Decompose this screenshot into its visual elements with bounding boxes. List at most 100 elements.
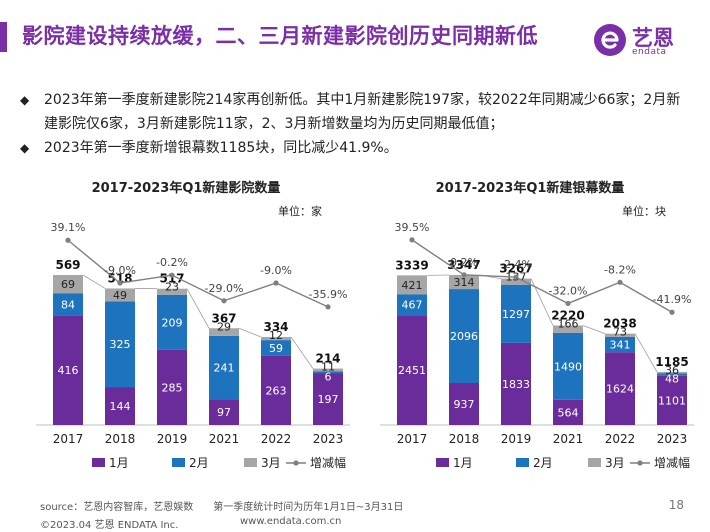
bar-segment-3月 — [605, 333, 635, 337]
bar-segment-2月 — [53, 293, 83, 316]
logo-text: 艺恩 — [632, 26, 674, 50]
chart-title: 2017-2023年Q1新建银幕数量 — [436, 180, 625, 196]
bar-total-label: 3267 — [499, 262, 532, 276]
bar-total-label: 334 — [263, 320, 288, 334]
growth-point — [65, 237, 71, 243]
growth-label: -32.0% — [549, 284, 588, 297]
legend-label: 1月 — [109, 456, 129, 470]
bar-value-label: 2096 — [450, 330, 478, 343]
bar-segment-2月 — [397, 294, 427, 316]
bar-segment-2月 — [209, 335, 239, 400]
bar-segment-1月 — [105, 387, 135, 425]
growth-line — [67, 239, 329, 308]
growth-label: -9.0% — [260, 264, 292, 277]
bar-value-label: 48 — [665, 373, 679, 386]
legend-label: 增减幅 — [310, 455, 346, 470]
summary-bullets: ◆ 2023年第一季度新建影院214家再创新低。其中1月新建影院197家，较20… — [20, 88, 690, 160]
bar-total-label: 2220 — [551, 309, 584, 323]
bar-segment-2月 — [501, 284, 531, 343]
x-tick-label: 2018 — [449, 432, 480, 446]
endata-logo: 艺恩 endata — [592, 22, 692, 58]
bar-value-label: 12 — [269, 329, 283, 342]
growth-point — [565, 300, 571, 307]
bullet-text: 2023年第一季度新建影院214家再创新低。其中1月新建影院197家，较2022… — [44, 92, 681, 132]
growth-point — [325, 304, 331, 310]
legend-swatch — [172, 458, 185, 467]
bar-value-label: 6 — [325, 370, 332, 383]
bar-segment-3月 — [449, 275, 479, 290]
bar-segment-3月 — [657, 371, 687, 374]
bar-value-label: 1833 — [502, 378, 530, 391]
bar-value-label: 341 — [610, 339, 631, 352]
x-tick-label: 2019 — [501, 432, 532, 446]
bar-value-label: 285 — [162, 381, 183, 394]
bar-segment-3月 — [209, 328, 239, 336]
growth-point — [617, 279, 623, 285]
bar-value-label: 564 — [558, 406, 579, 419]
growth-point — [669, 309, 675, 315]
legend-swatch — [244, 458, 257, 467]
legend-label: 2月 — [533, 456, 553, 470]
chart-title: 2017-2023年Q1新建影院数量 — [92, 180, 281, 196]
bar-segment-2月 — [657, 373, 687, 376]
bar-segment-2月 — [157, 294, 187, 350]
growth-point — [409, 237, 415, 243]
bar-value-label: 263 — [266, 384, 287, 397]
bar-segment-1月 — [209, 399, 239, 425]
bar-segment-3月 — [501, 278, 531, 285]
bar-segment-3月 — [261, 336, 291, 341]
growth-label: -8.2% — [604, 263, 636, 276]
legend-line-marker — [293, 460, 299, 466]
growth-label: -35.9% — [309, 288, 348, 301]
growth-label: -0.2% — [156, 256, 188, 269]
x-tick-label: 2017 — [397, 432, 428, 446]
bar-segment-1月 — [313, 373, 343, 425]
legend-label: 增减幅 — [654, 455, 690, 470]
bar-value-label: 325 — [110, 338, 131, 351]
bar-value-label: 166 — [558, 318, 579, 331]
bullet-item: ◆ 2023年第一季度新建影院214家再创新低。其中1月新建影院197家，较20… — [20, 88, 690, 136]
bar-segment-2月 — [605, 336, 635, 353]
cinema-chart: 2017-2023年Q1新建影院数量 单位：家 416 84 69 569 2017 144 3… — [22, 175, 350, 475]
chart-unit-label: 单位：块 — [622, 204, 666, 218]
bar-segment-1月 — [553, 399, 583, 425]
bar-segment-3月 — [553, 325, 583, 333]
bar-total-label: 569 — [55, 258, 80, 272]
growth-point — [117, 280, 123, 286]
legend-swatch — [92, 458, 105, 467]
bar-value-label: 1490 — [554, 360, 582, 373]
bar-value-label: 29 — [217, 320, 231, 333]
bar-value-label: 144 — [110, 400, 131, 413]
bar-connector-line — [290, 336, 314, 369]
bar-segment-1月 — [605, 352, 635, 425]
bar-connector-line — [634, 333, 658, 373]
bar-value-label: 416 — [58, 364, 79, 377]
bar-value-label: 937 — [454, 398, 475, 411]
website-link[interactable]: www.endata.com.cn — [240, 516, 342, 527]
bar-segment-2月 — [313, 371, 343, 374]
bar-value-label: 11 — [321, 361, 335, 374]
bar-value-label: 467 — [402, 299, 423, 312]
bar-segment-1月 — [157, 349, 187, 425]
bar-connector-line — [582, 325, 606, 335]
growth-label: -41.9% — [653, 293, 692, 306]
bar-segment-1月 — [397, 315, 427, 425]
legend-line-marker — [637, 460, 643, 466]
growth-label: 39.5% — [395, 221, 430, 234]
screen-chart: 2017-2023年Q1新建银幕数量 单位：块 2451 467 421 3339 2017… — [366, 175, 694, 475]
bar-segment-3月 — [397, 275, 427, 295]
growth-point — [169, 272, 175, 278]
bar-segment-1月 — [261, 355, 291, 425]
growth-label: -2.4% — [500, 258, 532, 271]
x-tick-label: 2021 — [209, 432, 240, 446]
bar-total-label: 367 — [211, 311, 236, 325]
title-accent-bar — [0, 22, 7, 52]
bar-total-label: 1185 — [655, 355, 688, 369]
logo-e-icon — [594, 24, 626, 56]
page-title: 影院建设持续放缓，二、三月新建影院创历史同期新低 — [22, 24, 538, 48]
growth-label: -29.0% — [205, 282, 244, 295]
bar-connector-line — [238, 327, 262, 338]
legend-label: 1月 — [453, 456, 473, 470]
